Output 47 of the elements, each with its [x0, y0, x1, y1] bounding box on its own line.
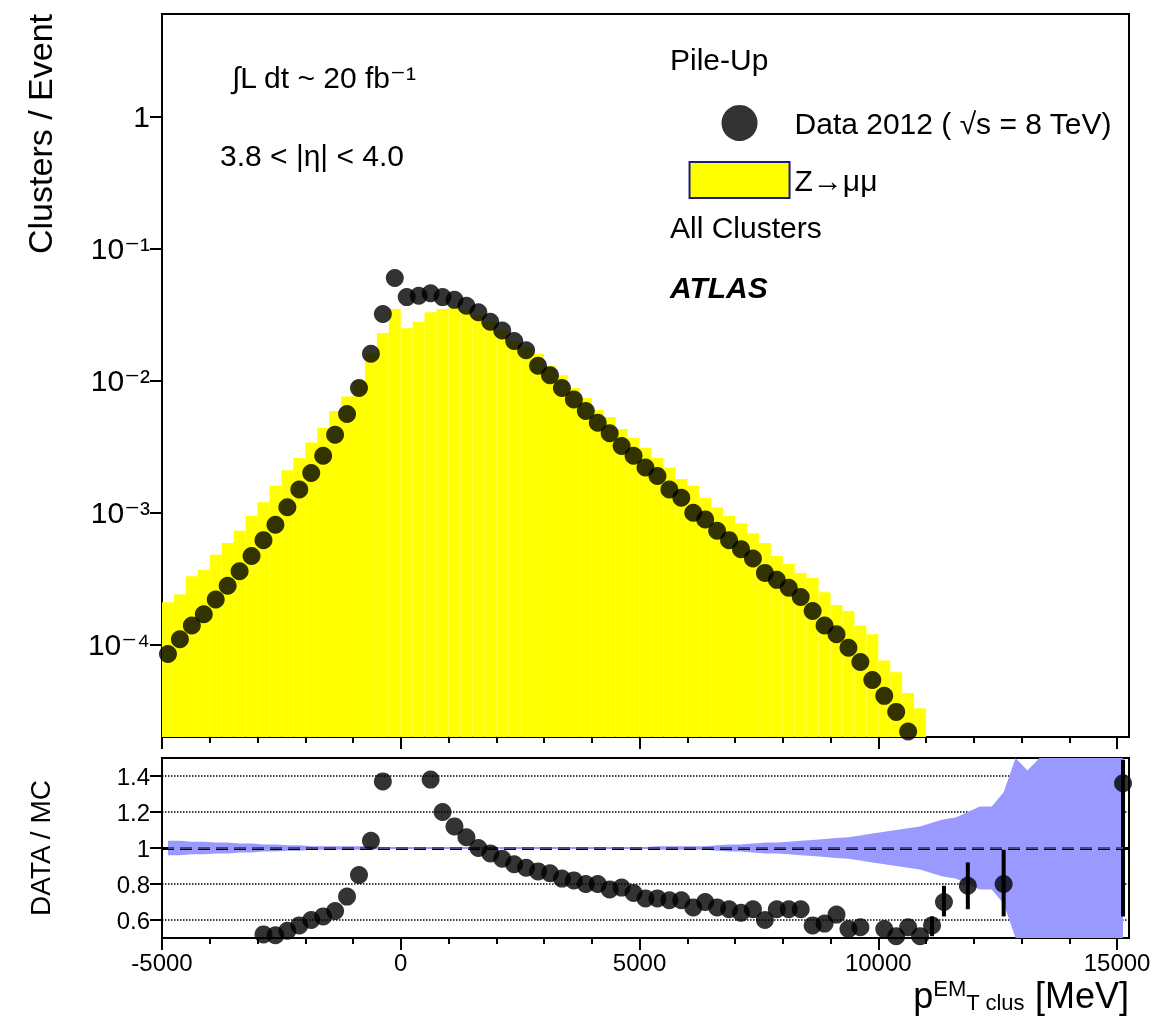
- y-axis-title: Clusters / Event: [21, 13, 59, 254]
- point: [421, 770, 440, 789]
- y-tick-label: 1.2: [116, 798, 150, 826]
- x-tick-label: 10000: [844, 948, 912, 976]
- x-tick-label: 0: [394, 948, 408, 976]
- annotation: ATLAS: [669, 270, 768, 304]
- y-tick-label: 1: [133, 100, 150, 134]
- point: [934, 893, 953, 911]
- point: [457, 828, 476, 847]
- y-tick-label: 0.8: [116, 870, 150, 898]
- point: [827, 905, 846, 924]
- point: [994, 875, 1013, 893]
- x-tick-label: -5000: [131, 948, 193, 976]
- x-tick-label: 15000: [1083, 948, 1151, 976]
- y-tick-label: 10⁻⁴: [87, 628, 150, 662]
- y-tick-label: 1.4: [116, 762, 150, 790]
- y-tick-label: 10⁻¹: [90, 232, 150, 266]
- point: [791, 900, 810, 919]
- point: [911, 927, 930, 946]
- point: [433, 803, 452, 821]
- point: [338, 887, 357, 906]
- point: [815, 914, 834, 933]
- y-axis-title: DATA / MC: [24, 780, 56, 916]
- legend-title: Pile-Up: [670, 42, 769, 76]
- point: [350, 866, 368, 884]
- annotation: ∫L dt ~ 20 fb⁻¹: [230, 60, 416, 95]
- y-tick-label: 10⁻³: [90, 496, 150, 530]
- point: [445, 817, 464, 836]
- point: [899, 918, 918, 937]
- point: [923, 916, 942, 935]
- annotation: All Clusters: [670, 210, 822, 244]
- point: [887, 927, 906, 946]
- x-tick-label: 5000: [612, 948, 667, 976]
- annotation: 3.8 < |η| < 4.0: [220, 138, 405, 172]
- y-tick-label: 1: [136, 834, 150, 862]
- point: [373, 772, 392, 791]
- point: [326, 902, 345, 920]
- point: [361, 831, 380, 850]
- point: [1114, 774, 1133, 793]
- point: [755, 911, 774, 929]
- point: [958, 876, 977, 895]
- legend-label: Data 2012 ( √s = 8 TeV): [794, 106, 1112, 140]
- point: [851, 918, 870, 937]
- y-tick-label: 10⁻²: [90, 364, 150, 398]
- y-tick-label: 0.6: [116, 906, 150, 934]
- point: [743, 900, 762, 919]
- legend-label: Z→μμ: [794, 163, 878, 197]
